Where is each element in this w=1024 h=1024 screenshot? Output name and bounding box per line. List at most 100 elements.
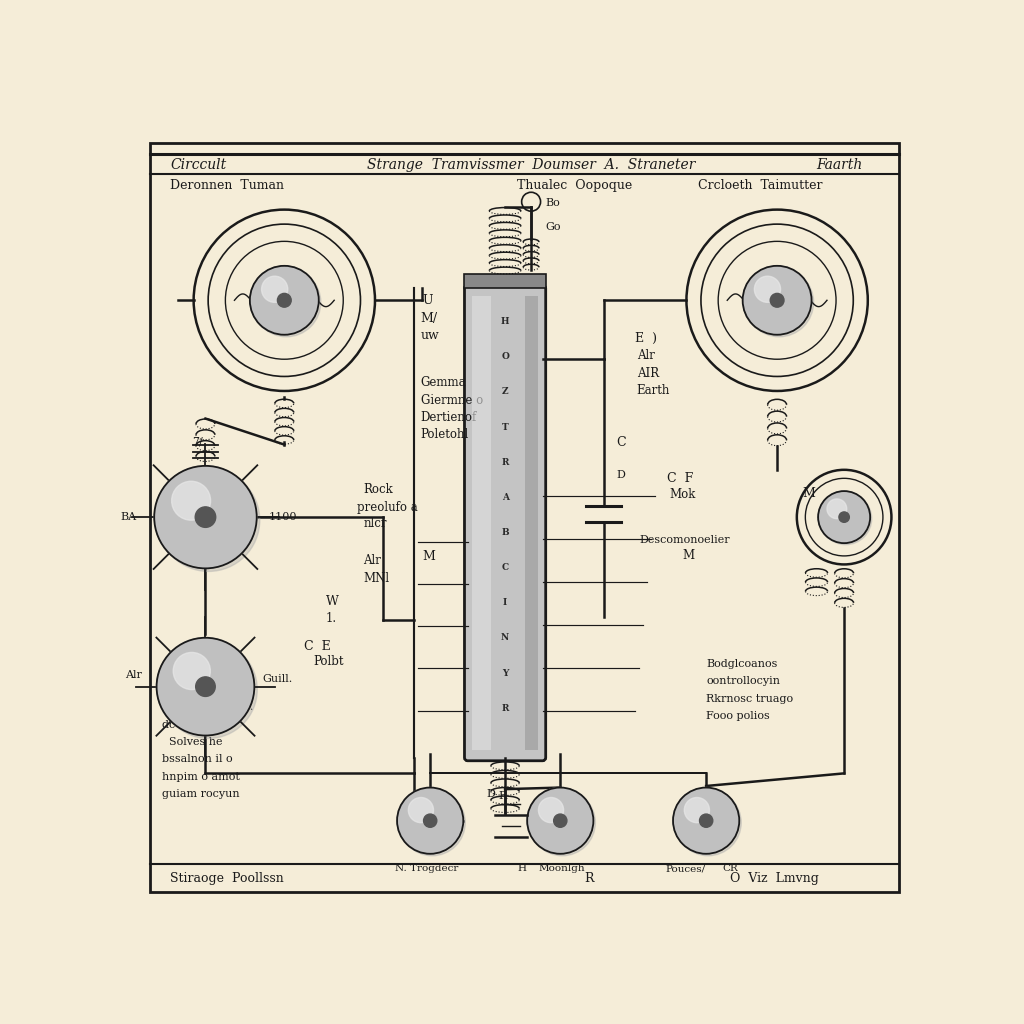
Text: D: D bbox=[616, 470, 625, 479]
Text: I: I bbox=[503, 598, 507, 607]
Text: Rkrnosc truago: Rkrnosc truago bbox=[707, 693, 794, 703]
Circle shape bbox=[252, 268, 321, 337]
Circle shape bbox=[839, 512, 849, 522]
Text: Poletohl: Poletohl bbox=[421, 428, 469, 441]
Text: N: N bbox=[501, 634, 509, 642]
Text: oontrollocyin: oontrollocyin bbox=[707, 676, 780, 686]
Text: dc entrinngo: dc entrinngo bbox=[162, 720, 234, 730]
Text: Dertienof: Dertienof bbox=[421, 411, 477, 424]
Text: Stiraoge  Poollssn: Stiraoge Poollssn bbox=[170, 871, 284, 885]
Text: O: O bbox=[501, 352, 509, 361]
Circle shape bbox=[250, 266, 318, 335]
Circle shape bbox=[529, 790, 595, 856]
Text: 1.: 1. bbox=[326, 612, 337, 625]
Text: Moonlgh: Moonlgh bbox=[539, 864, 585, 873]
Circle shape bbox=[278, 294, 291, 307]
Text: C: C bbox=[616, 436, 626, 450]
Text: CR: CR bbox=[722, 864, 737, 873]
Circle shape bbox=[527, 787, 593, 854]
Text: T: T bbox=[502, 423, 509, 431]
Circle shape bbox=[770, 294, 784, 307]
Text: Circcult: Circcult bbox=[170, 158, 226, 172]
Text: A: A bbox=[502, 493, 509, 502]
Circle shape bbox=[173, 652, 210, 689]
Text: Faarth: Faarth bbox=[816, 158, 863, 172]
Circle shape bbox=[155, 466, 257, 568]
Circle shape bbox=[819, 493, 871, 545]
Text: Deronnen  Tuman: Deronnen Tuman bbox=[170, 178, 284, 191]
Bar bbox=[472, 296, 492, 750]
Text: Strange  Tramvissmer  Doumser  A.  Straneter: Strange Tramvissmer Doumser A. Straneter bbox=[367, 158, 695, 172]
Text: AIR: AIR bbox=[637, 367, 658, 380]
Text: Alr: Alr bbox=[126, 670, 142, 680]
Circle shape bbox=[684, 798, 710, 822]
Circle shape bbox=[409, 798, 433, 822]
Circle shape bbox=[539, 798, 563, 822]
Text: Y: Y bbox=[502, 669, 508, 678]
Text: nlcr: nlcr bbox=[364, 516, 387, 529]
Text: hnpim o amot: hnpim o amot bbox=[162, 772, 240, 781]
Text: Descomonoelier: Descomonoelier bbox=[639, 536, 730, 545]
Text: Domtlov Wlttlel.: Domtlov Wlttlel. bbox=[162, 702, 254, 713]
Text: H: H bbox=[501, 317, 509, 326]
Text: M/: M/ bbox=[421, 311, 438, 325]
Text: H: H bbox=[517, 864, 526, 873]
Text: M: M bbox=[422, 551, 435, 563]
Text: Guill.: Guill. bbox=[262, 674, 293, 684]
Text: Bo: Bo bbox=[546, 199, 560, 208]
Text: guiam rocyun: guiam rocyun bbox=[162, 790, 240, 799]
Text: U: U bbox=[422, 294, 433, 307]
Text: preolufo a: preolufo a bbox=[356, 501, 418, 514]
Text: Polbt: Polbt bbox=[313, 655, 344, 669]
Text: E  ): E ) bbox=[635, 332, 657, 345]
Text: Pouces/: Pouces/ bbox=[666, 864, 706, 873]
Text: bssalnon il o: bssalnon il o bbox=[162, 755, 232, 764]
Text: C  E: C E bbox=[304, 640, 331, 652]
Text: Giermne o: Giermne o bbox=[421, 393, 483, 407]
Circle shape bbox=[399, 790, 465, 856]
Text: uw: uw bbox=[421, 329, 439, 342]
Text: D: D bbox=[486, 790, 496, 799]
Text: B: B bbox=[502, 528, 509, 537]
Circle shape bbox=[157, 638, 254, 735]
Text: R: R bbox=[499, 792, 507, 802]
Text: R: R bbox=[502, 703, 509, 713]
Circle shape bbox=[675, 790, 741, 856]
Text: Fooo polios: Fooo polios bbox=[707, 711, 770, 721]
Text: 7/: 7/ bbox=[193, 436, 203, 446]
Circle shape bbox=[160, 641, 257, 738]
Circle shape bbox=[827, 499, 847, 519]
Circle shape bbox=[397, 787, 463, 854]
Circle shape bbox=[172, 481, 211, 520]
Bar bbox=[525, 296, 538, 750]
Circle shape bbox=[744, 268, 814, 337]
Text: Alr: Alr bbox=[637, 349, 654, 362]
Text: Solves he: Solves he bbox=[162, 737, 222, 746]
Circle shape bbox=[673, 787, 739, 854]
Text: Crcloeth  Taimutter: Crcloeth Taimutter bbox=[698, 178, 822, 191]
Circle shape bbox=[554, 814, 567, 827]
Bar bbox=[465, 274, 546, 289]
Text: Alr: Alr bbox=[364, 554, 381, 567]
Text: Mok: Mok bbox=[670, 488, 696, 501]
Text: Gemma: Gemma bbox=[421, 376, 466, 389]
Circle shape bbox=[755, 276, 780, 302]
Text: C  F: C F bbox=[667, 472, 693, 484]
Text: BA: BA bbox=[121, 512, 137, 522]
Text: R: R bbox=[584, 871, 594, 885]
Text: Go: Go bbox=[546, 222, 561, 232]
Text: MNl: MNl bbox=[364, 571, 389, 585]
Text: Thualec  Oopoque: Thualec Oopoque bbox=[517, 178, 632, 191]
FancyBboxPatch shape bbox=[465, 286, 546, 761]
Text: C: C bbox=[502, 563, 509, 572]
Circle shape bbox=[818, 492, 870, 543]
Text: R: R bbox=[502, 458, 509, 467]
Text: Z: Z bbox=[502, 387, 508, 396]
Text: O  Viz  Lmvng: O Viz Lmvng bbox=[730, 871, 818, 885]
Circle shape bbox=[196, 507, 216, 527]
Text: M: M bbox=[682, 549, 694, 562]
Circle shape bbox=[424, 814, 437, 827]
Circle shape bbox=[742, 266, 812, 335]
Circle shape bbox=[699, 814, 713, 827]
Circle shape bbox=[158, 469, 260, 571]
